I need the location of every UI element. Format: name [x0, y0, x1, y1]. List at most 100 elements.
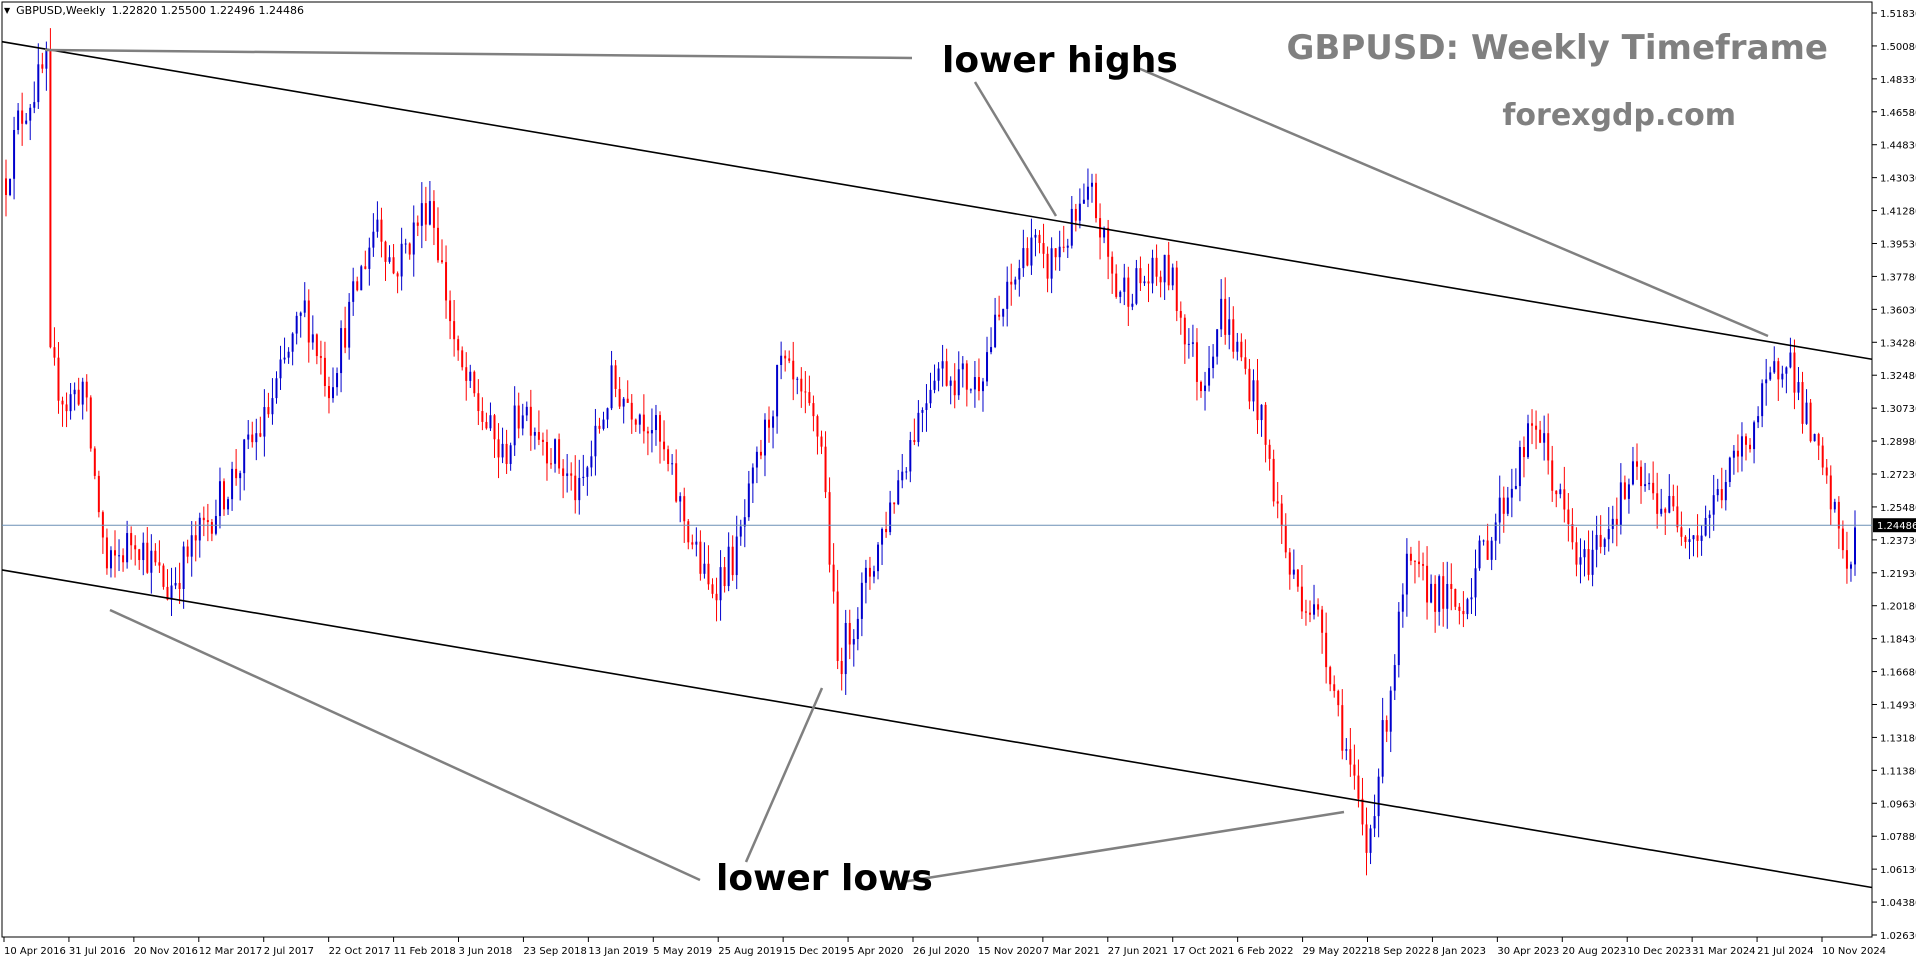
candle-body	[1506, 497, 1509, 514]
candle-body	[311, 334, 314, 343]
candle-body	[1401, 594, 1404, 612]
x-tick-label: 31 Jul 2016	[69, 946, 126, 957]
candle-body	[424, 203, 427, 225]
candle-body	[881, 528, 884, 545]
candle-body	[533, 431, 536, 436]
candle-body	[1466, 599, 1469, 615]
candle-body	[691, 542, 694, 545]
y-axis: 1.51830 1.50080 1.48330 1.46580 1.44830 1.430…	[1872, 9, 1916, 942]
candle-body	[1123, 277, 1126, 292]
candle-body	[497, 439, 500, 458]
candle-body	[1171, 267, 1174, 286]
candle-body	[1042, 243, 1045, 254]
candle-body	[816, 416, 819, 437]
candle-body	[723, 567, 726, 587]
candle-body	[231, 468, 234, 500]
candle-body	[856, 618, 859, 640]
candle-body	[1090, 182, 1093, 187]
candle-body	[319, 356, 322, 358]
x-tick-label: 8 Jan 2023	[1432, 946, 1486, 957]
candle-body	[1389, 690, 1392, 732]
candle-body	[602, 419, 605, 429]
candle-body	[1163, 254, 1166, 283]
candle-body	[642, 414, 645, 432]
candle-body	[796, 378, 799, 380]
candle-body	[138, 549, 141, 561]
candle-body	[1599, 534, 1602, 547]
candle-body	[449, 300, 452, 322]
candle-body	[501, 443, 504, 458]
candle-body	[1066, 245, 1069, 248]
candle-body	[1841, 528, 1844, 551]
arrow-lower-lows-to-low-2022	[901, 810, 1345, 884]
candle-body	[1195, 342, 1198, 382]
candle-body	[848, 622, 851, 645]
candle-body	[37, 64, 40, 103]
candle-body	[998, 314, 1001, 317]
candle-body	[901, 471, 904, 481]
candle-body	[109, 550, 112, 569]
candle-body	[61, 400, 64, 405]
candle-body	[307, 300, 310, 343]
x-tick-label: 23 Sep 2018	[523, 946, 586, 957]
candle-body	[453, 321, 456, 340]
candle-body	[1369, 828, 1372, 853]
candle-body	[840, 660, 843, 675]
candle-body	[521, 415, 524, 429]
candle-body	[1422, 564, 1425, 566]
x-tick-label: 13 Jan 2019	[588, 946, 648, 957]
candle-body	[1442, 576, 1445, 609]
candle-body	[772, 416, 775, 428]
candle-body	[1623, 482, 1626, 499]
plot-area	[1, 1, 1873, 938]
candle-body	[1708, 514, 1711, 518]
x-tick-label: 12 Mar 2017	[199, 946, 262, 957]
candle-body	[1478, 540, 1481, 569]
candle-body	[1377, 776, 1380, 817]
candle-body	[1159, 276, 1162, 283]
candle-body	[1143, 281, 1146, 284]
candle-body	[1854, 527, 1856, 565]
y-tick-label: 1.28980	[1880, 437, 1916, 448]
candle-body	[1232, 319, 1235, 352]
candle-body	[1074, 208, 1077, 221]
candle-body	[1187, 343, 1190, 345]
candle-body	[1470, 597, 1473, 600]
candle-body	[1724, 482, 1727, 501]
candle-body	[97, 475, 100, 513]
candle-body	[432, 201, 435, 228]
candle-body	[1393, 665, 1396, 691]
y-tick-label: 1.06130	[1880, 865, 1916, 876]
candle-body	[1619, 482, 1622, 526]
candle-body	[634, 419, 637, 425]
candle-body	[1518, 447, 1521, 487]
candle-body	[1191, 342, 1194, 344]
candle-body	[1365, 824, 1368, 853]
candle-body	[162, 565, 165, 587]
candle-body	[776, 364, 779, 417]
candle-body	[1006, 281, 1009, 309]
candle-body	[1127, 277, 1130, 307]
candle-body	[1304, 611, 1307, 613]
candle-body	[1111, 256, 1114, 274]
candle-body	[1615, 518, 1618, 526]
candle-body	[719, 567, 722, 601]
candle-body	[1212, 356, 1215, 369]
candle-body	[291, 333, 294, 352]
candle-body	[227, 499, 230, 510]
x-tick-label: 18 Sep 2022	[1368, 946, 1431, 957]
candle-body	[921, 409, 924, 413]
arrow-lower-lows-to-low-2020	[744, 687, 824, 863]
candle-body	[1409, 553, 1412, 561]
candle-body	[392, 257, 395, 274]
candle-body	[990, 347, 993, 353]
dropdown-triangle-icon[interactable]: ▼	[4, 6, 11, 15]
candle-body	[396, 273, 399, 277]
candle-body	[743, 517, 746, 527]
candle-body	[239, 473, 242, 479]
y-tick-label: 1.04380	[1880, 898, 1916, 909]
candle-body	[146, 542, 149, 573]
candle-body	[428, 201, 431, 225]
candle-body	[1692, 535, 1695, 540]
candle-body	[1308, 612, 1311, 615]
